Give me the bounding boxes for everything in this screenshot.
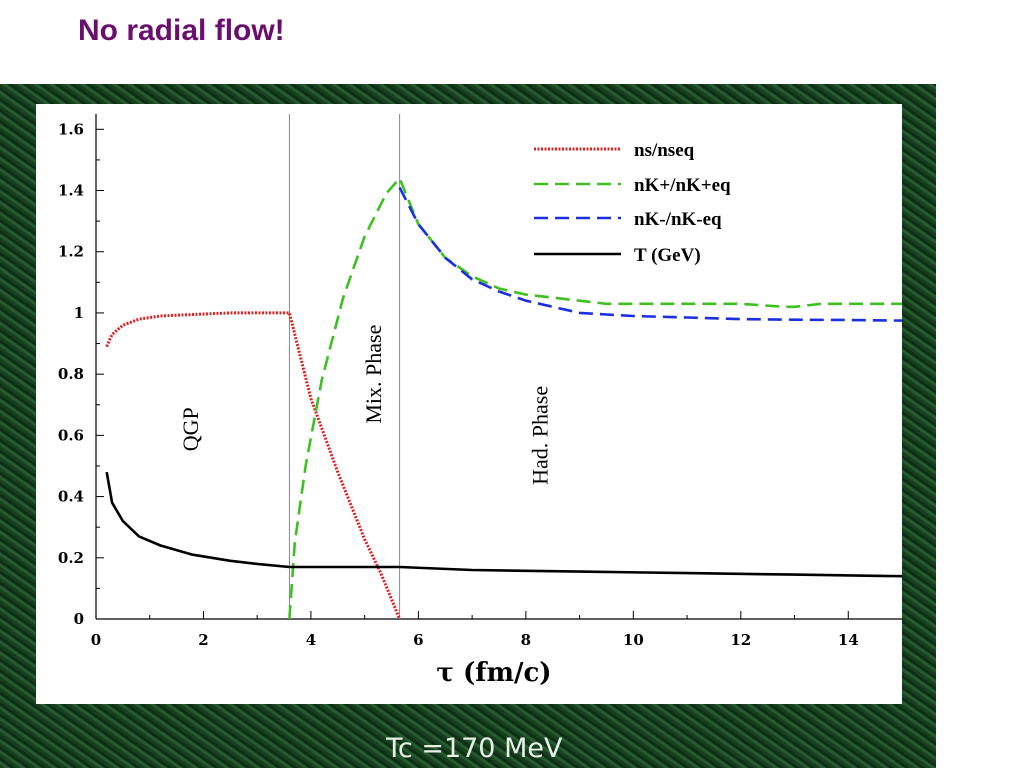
y-tick-label: 0.8 — [58, 365, 84, 383]
axes: 0 0.2 0.4 0.6 0.8 1 1.2 1.4 1.6 0 2 4 6 8 10 12 14 τ (fm/… — [58, 114, 902, 688]
series-line-2 — [398, 186, 902, 322]
chart: 0 0.2 0.4 0.6 0.8 1 1.2 1.4 1.6 0 2 4 6 8 10 12 14 τ (fm/… — [58, 114, 902, 688]
x-tick-label: 2 — [198, 631, 208, 649]
y-tick-label: 0 — [74, 610, 84, 628]
x-tick-label: 0 — [91, 631, 101, 649]
y-tick-label: 1 — [74, 304, 84, 322]
series-line-3 — [105, 471, 902, 578]
critical-temperature-note: Tc =170 MeV — [386, 733, 563, 764]
x-tick-label: 8 — [521, 631, 531, 649]
y-tick-label: 1.4 — [58, 182, 84, 200]
y-tick-label: 0.6 — [58, 426, 84, 444]
x-tick-label: 6 — [413, 631, 423, 649]
legend-label: ns/nseq — [634, 140, 695, 161]
phase-annotation: QGP — [178, 407, 203, 451]
phase-annotation: Had. Phase — [527, 386, 552, 485]
x-tick-label: 12 — [730, 631, 751, 649]
x-tick-label: 10 — [623, 631, 644, 649]
legend-label: nK-/nK-eq — [634, 209, 722, 230]
y-tick-label: 0.4 — [58, 488, 84, 506]
plot-panel: 0 0.2 0.4 0.6 0.8 1 1.2 1.4 1.6 0 2 4 6 8 10 12 14 τ (fm/… — [36, 104, 902, 704]
legend-label: nK+/nK+eq — [634, 175, 731, 196]
x-axis-label: τ (fm/c) — [436, 658, 551, 688]
series-lines — [105, 177, 902, 620]
y-tick-label: 1.6 — [58, 120, 84, 138]
y-tick-label: 0.2 — [58, 549, 84, 567]
x-tick-label: 4 — [306, 631, 316, 649]
series-line-0 — [105, 311, 401, 620]
phase-annotation: Mix. Phase — [361, 325, 386, 424]
slide-title: No radial flow! — [78, 14, 285, 47]
legend-label: T (GeV) — [634, 245, 701, 266]
x-tick-label: 14 — [838, 631, 859, 649]
phase-annotations: QGP Mix. Phase Had. Phase — [178, 325, 552, 485]
legend: ns/nseq nK+/nK+eq nK-/nK-eq T (GeV) — [534, 140, 731, 266]
y-tick-label: 1.2 — [58, 243, 84, 261]
